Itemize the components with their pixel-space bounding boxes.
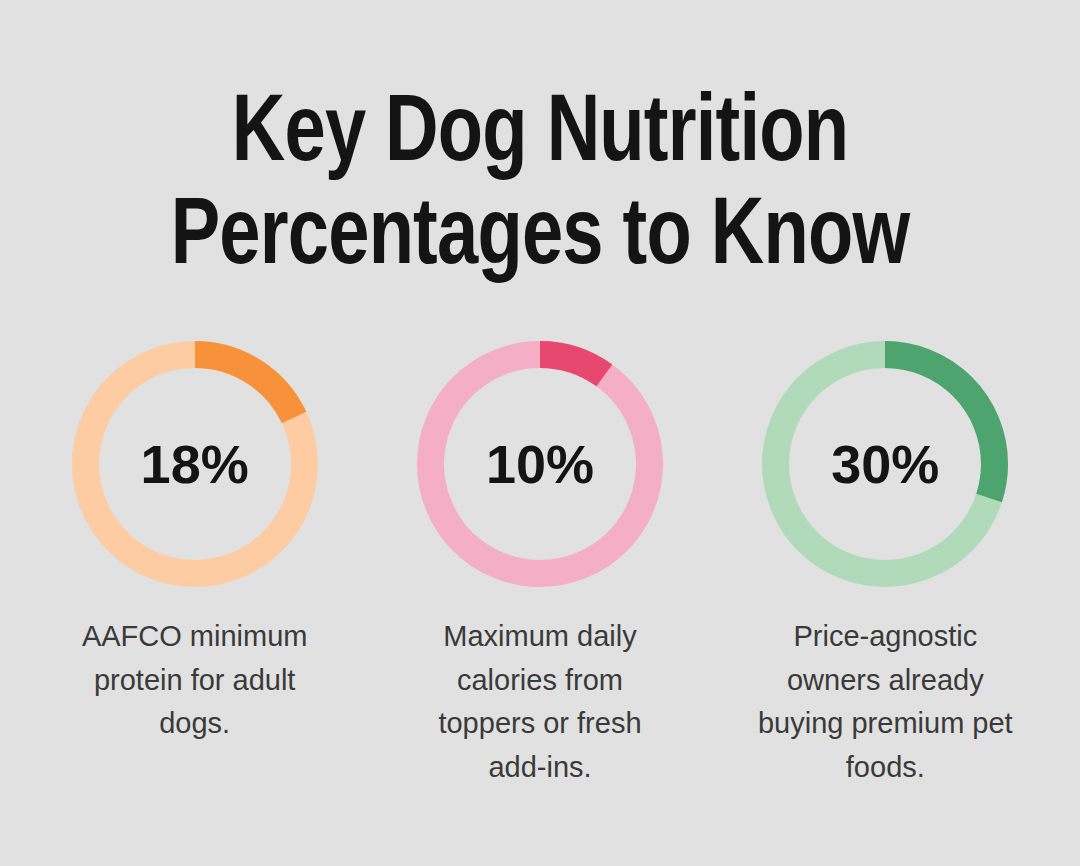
- caption-premium: Price-agnosticowners alreadybuying premi…: [758, 615, 1013, 789]
- page-title: Key Dog Nutrition Percentages to Know: [119, 0, 961, 281]
- chart-column-premium: 30% Price-agnosticowners alreadybuying p…: [713, 341, 1058, 789]
- donut-chart-premium: 30%: [762, 341, 1008, 587]
- donut-chart-calories: 10%: [417, 341, 663, 587]
- chart-column-protein: 18% AAFCO minimumprotein for adultdogs.: [22, 341, 367, 789]
- caption-calories: Maximum dailycalories fromtoppers or fre…: [438, 615, 641, 789]
- page-title-line-1: Key Dog Nutrition: [232, 74, 849, 180]
- donut-charts-row: 18% AAFCO minimumprotein for adultdogs. …: [22, 341, 1058, 789]
- infographic-canvas: Key Dog Nutrition Percentages to Know 18…: [0, 0, 1080, 866]
- donut-chart-protein: 18%: [72, 341, 318, 587]
- percent-value-calories: 10%: [417, 341, 663, 587]
- caption-protein: AAFCO minimumprotein for adultdogs.: [82, 615, 308, 746]
- percent-value-protein: 18%: [72, 341, 318, 587]
- page-title-line-2: Percentages to Know: [171, 177, 910, 283]
- percent-value-premium: 30%: [762, 341, 1008, 587]
- chart-column-calories: 10% Maximum dailycalories fromtoppers or…: [367, 341, 712, 789]
